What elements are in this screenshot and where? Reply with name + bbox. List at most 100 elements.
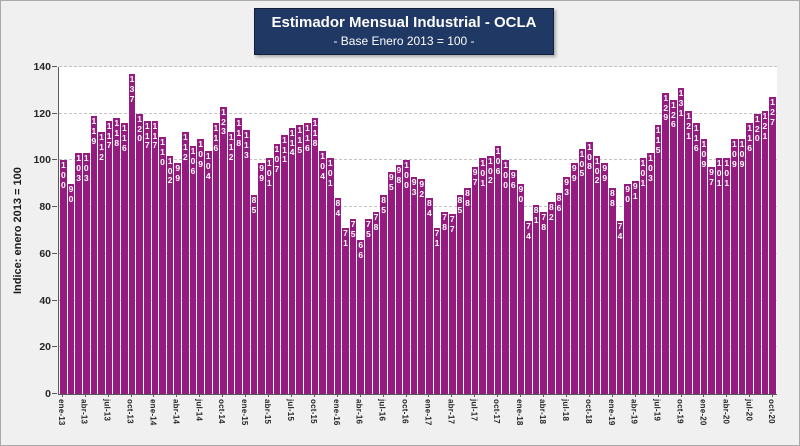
x-tick-label-oct-18: oct-18: [583, 399, 593, 424]
y-tick-mark: [52, 346, 57, 348]
x-tick-mark: [634, 394, 636, 397]
x-tick-mark: [153, 394, 155, 397]
y-tick-label: 80: [39, 201, 51, 214]
x-tick-label-abr-13: abr-13: [79, 399, 89, 425]
x-tick-mark: [290, 394, 292, 397]
x-tick-label-jul-16: jul-16: [377, 399, 387, 422]
y-tick-label: 40: [39, 294, 51, 307]
x-tick-mark: [703, 394, 705, 397]
x-tick-label-ene-14: ene-14: [148, 399, 158, 426]
x-tick-mark: [680, 394, 682, 397]
x-tick-label-abr-18: abr-18: [538, 399, 548, 425]
chart-subtitle: - Base Enero 2013 = 100 -: [333, 34, 475, 48]
x-tick-label-jul-14: jul-14: [194, 399, 204, 422]
x-tick-label-jul-19: jul-19: [652, 399, 662, 422]
x-tick-mark: [726, 394, 728, 397]
x-tick-mark: [176, 394, 178, 397]
x-tick-label-oct-16: oct-16: [400, 399, 410, 424]
x-tick-label-ene-20: ene-20: [698, 399, 708, 426]
x-tick-mark: [588, 394, 590, 397]
gridline-140: [59, 66, 777, 67]
x-tick-mark: [222, 394, 224, 397]
gridline-100: [59, 159, 777, 161]
gridline-80: [59, 206, 777, 208]
x-tick-label-abr-19: abr-19: [629, 399, 639, 425]
x-tick-mark: [130, 394, 132, 397]
x-tick-label-oct-17: oct-17: [492, 399, 502, 424]
x-tick-label-jul-15: jul-15: [285, 399, 295, 422]
y-tick-label: 60: [39, 247, 51, 260]
